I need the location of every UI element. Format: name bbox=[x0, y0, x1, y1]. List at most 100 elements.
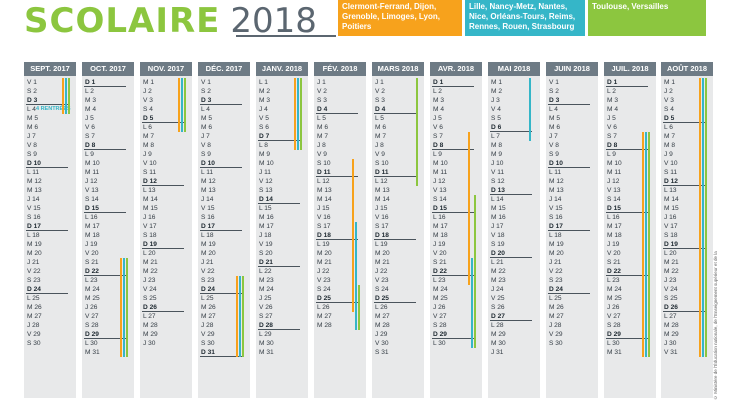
day-cell: D 25 bbox=[317, 295, 331, 302]
day-cell: V 26 bbox=[259, 304, 273, 311]
month-header: FÉV. 2018 bbox=[314, 62, 366, 76]
day-cell: M 21 bbox=[317, 259, 332, 266]
day-cell: M 1 bbox=[664, 79, 675, 86]
month-column: JUIL. 2018 D 1 L 2 M 3 M 4 J 5 V 6 S 7 D 8 L 9 M 1… bbox=[604, 62, 656, 398]
holiday-bar-zone-a bbox=[294, 78, 296, 150]
day-cell: D 3 bbox=[201, 97, 212, 104]
day-cell: J 28 bbox=[27, 322, 40, 329]
day-cell: M 7 bbox=[317, 133, 328, 140]
day-cell: M 31 bbox=[259, 349, 274, 356]
holiday-bar-zone-a bbox=[468, 132, 470, 285]
day-cell: J 16 bbox=[664, 214, 677, 221]
day-cell: D 22 bbox=[85, 268, 99, 275]
day-cell: L 9 bbox=[607, 151, 616, 158]
day-cell: D 8 bbox=[607, 142, 618, 149]
day-cell: M 28 bbox=[375, 322, 390, 329]
title-underline bbox=[236, 35, 336, 37]
holiday-bar-zone-b bbox=[123, 258, 125, 357]
day-cell: S 11 bbox=[664, 169, 678, 176]
day-cell: D 3 bbox=[27, 97, 38, 104]
day-cell: J 19 bbox=[607, 241, 620, 248]
day-cell: M 26 bbox=[201, 304, 216, 311]
day-cell: M 30 bbox=[259, 340, 274, 347]
day-cell: M 10 bbox=[433, 160, 448, 167]
day-cell: L 25 bbox=[201, 295, 214, 302]
day-cell: V 6 bbox=[85, 124, 95, 131]
week-separator bbox=[200, 104, 242, 105]
day-cell: D 10 bbox=[27, 160, 41, 167]
day-cell: D 1 bbox=[607, 79, 618, 86]
day-cell: L 13 bbox=[143, 187, 156, 194]
day-cell: L 26 bbox=[317, 304, 330, 311]
day-cell: M 29 bbox=[143, 331, 158, 338]
day-cell: L 4 bbox=[27, 106, 36, 113]
day-cell: J 3 bbox=[491, 97, 500, 104]
week-separator bbox=[84, 338, 126, 339]
day-cell: V 15 bbox=[27, 205, 41, 212]
day-cell: S 16 bbox=[549, 214, 563, 221]
day-cell: M 26 bbox=[27, 304, 42, 311]
holiday-bar-zone-b bbox=[181, 78, 183, 132]
holiday-bar-zone-c bbox=[358, 285, 360, 330]
week-separator bbox=[258, 329, 300, 330]
week-separator bbox=[548, 167, 590, 168]
month-header: DÉC. 2017 bbox=[198, 62, 250, 76]
day-cell: S 21 bbox=[85, 259, 99, 266]
day-cell: M 11 bbox=[85, 169, 100, 176]
day-cell: M 29 bbox=[664, 331, 679, 338]
day-cell: L 30 bbox=[607, 340, 620, 347]
day-cell: J 28 bbox=[549, 322, 562, 329]
day-cell: V 20 bbox=[607, 250, 621, 257]
month-column: JANV. 2018 L 1 M 2 M 3 J 4 V 5 S 6 D 7 L 8 M 9 M 1… bbox=[256, 62, 308, 398]
day-cell: M 13 bbox=[375, 187, 390, 194]
day-cell: L 21 bbox=[491, 259, 504, 266]
day-cell: S 23 bbox=[201, 277, 215, 284]
day-cell: V 4 bbox=[491, 106, 501, 113]
day-cell: M 19 bbox=[549, 241, 564, 248]
day-cell: S 16 bbox=[27, 214, 41, 221]
month-column: MARS 2018 J 1 V 2 S 3 D 4 L 5 M 6 M 7 J 8 V 9 S 10… bbox=[372, 62, 424, 398]
day-cell: M 4 bbox=[85, 106, 96, 113]
day-cell: V 24 bbox=[664, 286, 678, 293]
day-cell: M 1 bbox=[143, 79, 154, 86]
day-cell: D 1 bbox=[85, 79, 96, 86]
day-cell: L 6 bbox=[664, 124, 673, 131]
month-column: OCT. 2017 D 1 L 2 M 3 M 4 J 5 V 6 S 7 D 8 L 9 M 10… bbox=[82, 62, 134, 398]
day-cell: L 2 bbox=[433, 88, 442, 95]
day-cell: M 8 bbox=[143, 142, 154, 149]
day-cell: D 24 bbox=[201, 286, 215, 293]
day-cell: L 18 bbox=[549, 232, 562, 239]
day-cell: V 31 bbox=[664, 349, 678, 356]
day-cell: J 9 bbox=[143, 151, 152, 158]
day-cell: J 14 bbox=[201, 196, 214, 203]
day-cell: D 8 bbox=[433, 142, 444, 149]
day-cell: M 27 bbox=[549, 313, 564, 320]
month-header: SEPT. 2017 bbox=[24, 62, 76, 76]
day-cell: S 6 bbox=[259, 124, 269, 131]
day-cell: S 23 bbox=[549, 277, 563, 284]
day-cell: L 15 bbox=[259, 205, 272, 212]
day-cell: J 21 bbox=[549, 259, 562, 266]
day-cell: M 31 bbox=[85, 349, 100, 356]
day-cell: V 24 bbox=[143, 286, 157, 293]
day-cell: S 26 bbox=[491, 304, 505, 311]
holiday-bar-zone-b bbox=[65, 78, 67, 114]
day-cell: S 2 bbox=[27, 88, 37, 95]
day-cell: J 28 bbox=[201, 322, 214, 329]
day-cell: J 30 bbox=[664, 340, 677, 347]
day-cell: L 18 bbox=[201, 232, 214, 239]
day-cell: L 11 bbox=[27, 169, 40, 176]
day-cell: S 23 bbox=[27, 277, 41, 284]
day-cell: J 1 bbox=[317, 79, 326, 86]
day-cell: L 20 bbox=[143, 250, 156, 257]
day-cell: J 15 bbox=[317, 205, 330, 212]
day-cell: J 2 bbox=[143, 88, 152, 95]
day-cell: M 3 bbox=[433, 97, 444, 104]
week-separator bbox=[606, 149, 648, 150]
holiday-bar-zone-c bbox=[184, 78, 186, 132]
week-separator bbox=[142, 185, 184, 186]
week-separator bbox=[374, 113, 416, 114]
day-cell: M 18 bbox=[607, 232, 622, 239]
day-cell: M 5 bbox=[549, 115, 560, 122]
